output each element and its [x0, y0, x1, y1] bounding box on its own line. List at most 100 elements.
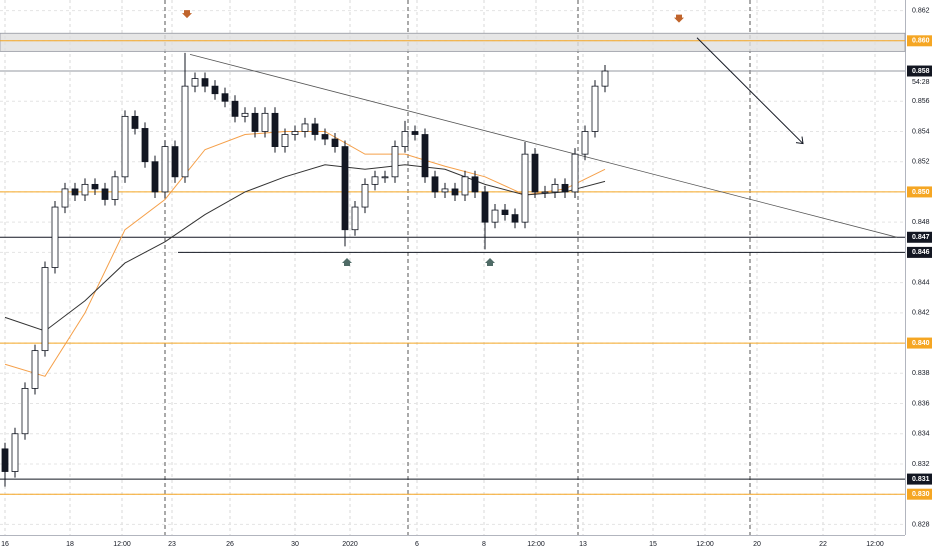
x-tick-label: 15 [649, 541, 657, 548]
candle-body [111, 176, 119, 200]
candle-body [511, 214, 519, 223]
candle-body [341, 146, 349, 231]
y-tick-label: 0.834 [912, 431, 930, 438]
candle-body [171, 146, 179, 178]
candle-body [251, 112, 259, 132]
candle-body [151, 161, 159, 193]
candle-body [381, 176, 389, 179]
price-label: 0.830 [912, 491, 930, 498]
price-label: 0.840 [912, 340, 930, 347]
candle-body [81, 183, 89, 196]
price-label: 0.847 [912, 234, 930, 241]
candle-body [221, 93, 229, 102]
arrow-head [795, 136, 804, 145]
candle-body [391, 146, 399, 178]
candle-body [91, 183, 99, 190]
candle-body [351, 206, 359, 231]
candle-body [61, 188, 69, 208]
candle-body [461, 176, 469, 196]
candle-body [291, 131, 299, 135]
price-label: 0.850 [912, 189, 930, 196]
moving-average [4, 164, 606, 332]
candle-body [601, 70, 609, 87]
candle-body [581, 131, 589, 155]
price-label: 0.846 [912, 249, 930, 256]
candle-body [211, 85, 219, 95]
price-label-box [907, 231, 932, 243]
candle-body [51, 206, 59, 268]
candle-body [471, 176, 479, 193]
candle-body [41, 267, 49, 352]
y-tick-label: 0.844 [912, 279, 930, 286]
candle-body [191, 78, 199, 87]
y-tick-label: 0.852 [912, 159, 930, 166]
candle-body [181, 85, 189, 178]
trendline [189, 54, 898, 238]
price-label-box [907, 246, 932, 258]
candle-body [431, 176, 439, 193]
x-tick-label: 26 [226, 541, 234, 548]
x-tick-label: 12:00 [527, 541, 545, 548]
candle-body [531, 153, 539, 193]
candle-body [311, 123, 319, 135]
candle-body [501, 209, 509, 216]
y-tick-label: 0.836 [912, 400, 930, 407]
x-tick-label: 12:00 [696, 541, 714, 548]
candle-body [441, 188, 449, 193]
candle-body [411, 131, 419, 135]
candle-body [161, 146, 169, 193]
candle-body [21, 388, 29, 435]
candle-body [131, 115, 139, 129]
candle-body [281, 134, 289, 147]
candle-body [401, 131, 409, 147]
y-tick-label: 0.856 [912, 98, 930, 105]
candle-body [571, 153, 579, 193]
candle-body [541, 191, 549, 194]
candle-body [11, 433, 19, 472]
x-tick-label: 8 [482, 541, 486, 548]
candle-body [591, 85, 599, 132]
candle-body [321, 134, 329, 140]
x-tick-label: 18 [66, 541, 74, 548]
candle-body [121, 115, 129, 178]
x-tick-label: 2020 [342, 541, 358, 548]
up-marker [342, 257, 352, 266]
x-tick-label: 12:00 [113, 541, 131, 548]
y-tick-label: 0.838 [912, 370, 930, 377]
price-label-box [907, 186, 932, 198]
price-label-box [907, 473, 932, 485]
candle-body [31, 350, 39, 389]
candle-body [71, 188, 79, 196]
candle-body [231, 100, 239, 117]
candle-body [271, 112, 279, 147]
candle-body [551, 183, 559, 193]
y-tick-label: 0.848 [912, 219, 930, 226]
price-label: 0.858 [912, 68, 930, 75]
price-label-box [907, 337, 932, 349]
candle-body [141, 128, 149, 163]
candle-body [201, 78, 209, 87]
countdown: 54:28 [912, 79, 930, 86]
candle-body [451, 188, 459, 196]
candle-body [241, 112, 249, 117]
candle-body [361, 183, 369, 208]
candle-body [1, 448, 9, 472]
candle-body [301, 123, 309, 132]
x-tick-label: 6 [415, 541, 419, 548]
x-tick-label: 12:00 [866, 541, 884, 548]
candle-body [481, 191, 489, 223]
x-tick-label: 16 [1, 541, 9, 548]
price-label-box [907, 65, 932, 77]
x-tick-label: 23 [168, 541, 176, 548]
candle-body [561, 183, 569, 193]
candle-body [491, 209, 499, 223]
y-tick-label: 0.832 [912, 461, 930, 468]
candle-body [371, 176, 379, 185]
arrow-line [696, 37, 804, 144]
down-marker [674, 14, 684, 23]
price-label-box [907, 488, 932, 500]
down-marker [182, 10, 192, 19]
candle-body [421, 134, 429, 178]
